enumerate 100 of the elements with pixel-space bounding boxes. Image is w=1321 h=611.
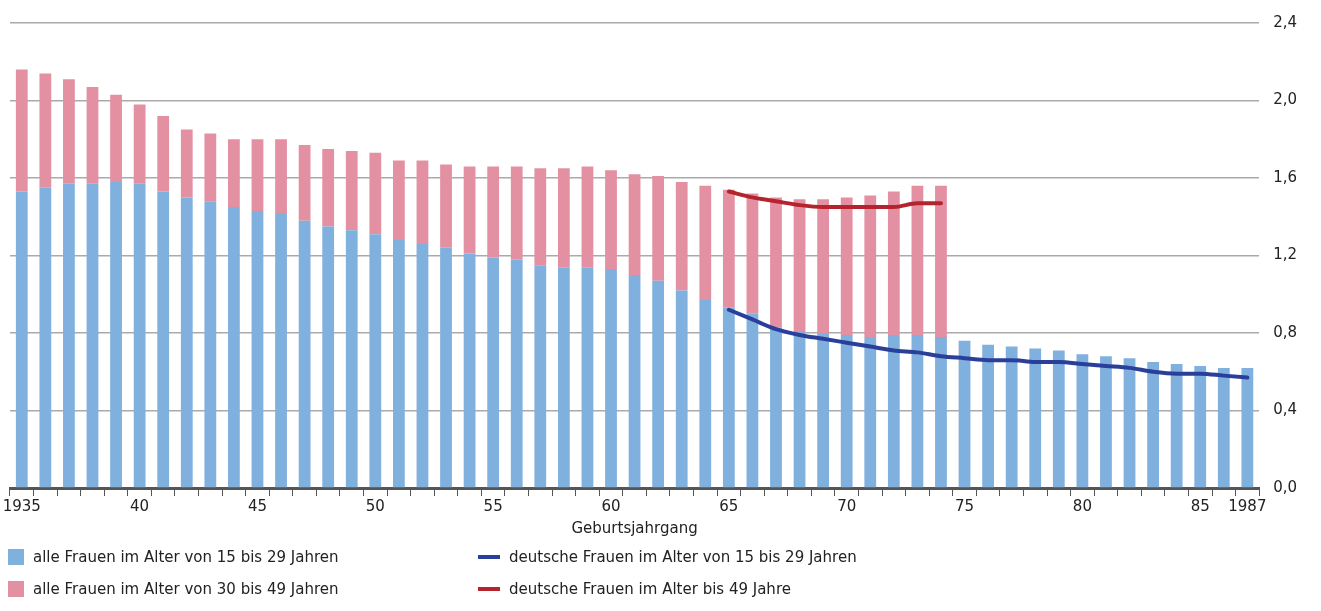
x-tick-label: 1935 [2,496,41,515]
bar [86,183,99,488]
bar [887,191,900,335]
bar [275,139,287,213]
x-tick-label: 55 [483,496,503,515]
bar [204,133,217,202]
x-tick-label: 75 [954,496,975,515]
bar [345,230,358,488]
line-series [726,189,943,210]
bar [345,150,358,231]
bar [133,104,146,184]
bar [770,327,782,488]
bar [369,234,382,488]
bar [392,240,405,488]
bar [864,195,877,337]
bar [982,344,994,488]
bar [699,300,712,488]
bar [534,168,547,266]
bar [840,334,853,488]
bar [1147,362,1159,488]
bar [487,257,500,488]
bar [935,185,947,337]
bar [770,197,782,328]
bar [605,269,617,488]
bar [840,197,853,335]
x-tick-label: 80 [1072,496,1092,515]
bar [63,183,75,488]
bar [298,145,311,221]
bar [86,86,99,184]
bar [1029,348,1042,488]
y-tick-label: 0,8 [1273,322,1297,341]
bar [1005,346,1018,488]
y-tick-label: 2,4 [1273,12,1297,31]
legend-label: deutsche Frauen im Alter von 15 bis 29 Jahren [509,548,857,566]
bar [864,336,877,488]
bar [935,336,947,488]
bar [180,129,193,198]
bar [275,212,287,488]
bar [605,170,617,270]
bar [911,334,924,488]
y-tick-label: 1,6 [1273,167,1297,186]
bar [180,197,193,488]
y-tick-label: 2,0 [1273,90,1297,109]
bar [110,94,122,182]
bar [1217,367,1230,488]
line-series [726,307,1250,380]
bar [298,220,311,488]
x-tick-label: 1987 [1228,496,1267,515]
bar [369,152,382,235]
bar [958,340,971,488]
bar [133,183,146,488]
bar [1170,364,1183,488]
bar [63,79,75,184]
bar [817,333,830,488]
bar [39,73,52,188]
bar [251,210,264,488]
bar [817,199,830,333]
bar [581,267,594,488]
legend-label: deutsche Frauen im Alter bis 49 Jahre [509,580,791,598]
bar [510,166,523,260]
bar [652,280,665,488]
bar [463,166,476,254]
bar [110,181,122,488]
x-tick-label: 60 [601,496,621,515]
x-tick-label: 70 [837,496,857,515]
bar [251,139,264,211]
x-axis-title: Geburtsjahrgang [571,518,698,537]
x-tick-label: 40 [130,496,150,515]
bar [487,166,500,258]
bar [1052,350,1065,488]
bar [557,168,570,268]
y-tick-label: 1,2 [1273,245,1297,264]
legend-label: alle Frauen im Alter von 15 bis 29 Jahren [33,548,339,566]
bar [322,226,335,488]
bar [228,139,240,208]
bar [675,181,688,291]
bar [793,199,806,332]
x-tick-label: 45 [247,496,268,515]
bar [510,259,523,488]
bar [746,193,759,314]
bar [534,265,547,488]
bar [228,207,240,488]
y-tick-label: 0,0 [1273,477,1297,496]
x-tick-label: 85 [1190,496,1210,515]
bar [39,187,52,488]
bar [793,331,806,488]
x-tick-label: 50 [365,496,385,515]
bar [581,166,594,268]
bar [15,69,28,192]
bar [157,116,170,192]
bar [204,201,217,488]
bar [722,189,735,308]
legend-label: alle Frauen im Alter von 30 bis 49 Jahren [33,580,339,598]
bar [1241,367,1254,488]
bar [699,185,712,301]
x-tick-label: 65 [719,496,739,515]
bar [463,253,476,488]
bar [322,148,335,227]
bar [1076,354,1089,488]
bar [675,290,688,488]
